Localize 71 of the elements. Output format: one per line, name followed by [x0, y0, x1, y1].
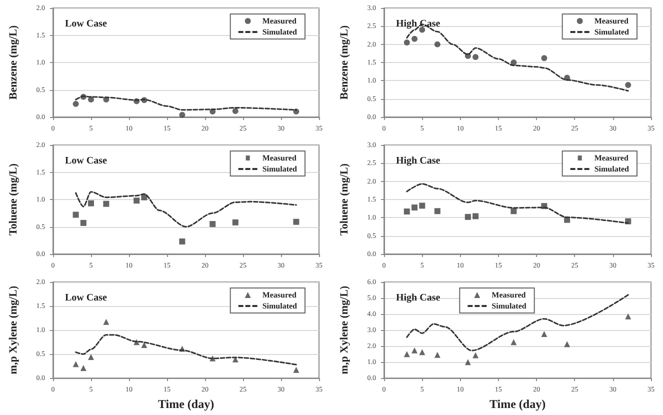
- point: [232, 219, 238, 226]
- x-axis-title: Time (day): [489, 397, 546, 411]
- text: High Case: [396, 18, 441, 30]
- text: Low Case: [65, 292, 108, 304]
- point: [232, 356, 238, 362]
- point: [232, 108, 238, 114]
- line-series: [75, 191, 297, 228]
- point: [434, 352, 440, 358]
- legend-label: Measured: [262, 290, 297, 300]
- y-axis-title: m,p Xylene (mg/L): [338, 286, 350, 374]
- line-series: [75, 334, 297, 366]
- point: [541, 331, 548, 338]
- point: [434, 208, 440, 214]
- legend-label: Simulated: [262, 164, 298, 174]
- legend-label: Simulated: [262, 28, 298, 36]
- point: [72, 100, 79, 107]
- point: [88, 96, 94, 103]
- y-axis-title: Toluene (mg/L): [338, 163, 350, 236]
- legend-label: Simulated: [594, 28, 630, 36]
- point: [134, 198, 140, 204]
- text: Low Case: [65, 156, 108, 166]
- point: [404, 208, 410, 214]
- legend-label: Simulated: [594, 164, 630, 174]
- point: [179, 112, 186, 118]
- point: [293, 218, 300, 225]
- y-axis-title: Toluene (mg/L): [8, 163, 20, 236]
- point: [419, 202, 426, 209]
- point: [464, 214, 471, 220]
- point: [625, 82, 632, 88]
- point: [210, 221, 216, 228]
- legend-label: Measured: [594, 16, 629, 26]
- point: [564, 341, 570, 348]
- point: [88, 354, 94, 360]
- point: [72, 212, 79, 218]
- point: [419, 26, 426, 33]
- text: High Case: [396, 292, 441, 304]
- legend-label: Measured: [262, 154, 297, 162]
- point: [72, 361, 79, 368]
- point: [412, 347, 418, 354]
- point: [404, 40, 410, 46]
- legend-label: Simulated: [262, 302, 298, 310]
- point: [472, 213, 479, 220]
- point: [404, 351, 410, 358]
- y-axis-title: Benzene (mg/L): [8, 25, 20, 100]
- point: [434, 41, 440, 48]
- point: [510, 208, 517, 214]
- y-axis-title: Benzene (mg/L): [338, 25, 350, 100]
- legend-label: Measured: [492, 290, 526, 300]
- point: [103, 200, 110, 207]
- legend-label: Measured: [594, 154, 629, 162]
- point: [472, 54, 479, 60]
- point: [472, 352, 479, 358]
- point: [412, 204, 418, 210]
- point: [80, 365, 86, 372]
- point: [88, 200, 94, 206]
- point: [80, 220, 86, 226]
- x-axis-title: Time (day): [158, 397, 214, 411]
- text: Low Case: [65, 18, 108, 30]
- point: [419, 349, 426, 356]
- legend-label: Simulated: [492, 302, 527, 310]
- point: [625, 313, 632, 320]
- point: [464, 359, 471, 366]
- point: [293, 366, 300, 373]
- text: High Case: [396, 156, 441, 166]
- point: [412, 36, 418, 42]
- point: [179, 238, 186, 244]
- point: [103, 318, 110, 325]
- y-axis-title: m,p Xylene (mg/L): [8, 286, 20, 374]
- point: [541, 55, 548, 62]
- legend-label: Measured: [262, 16, 297, 26]
- point: [510, 339, 517, 346]
